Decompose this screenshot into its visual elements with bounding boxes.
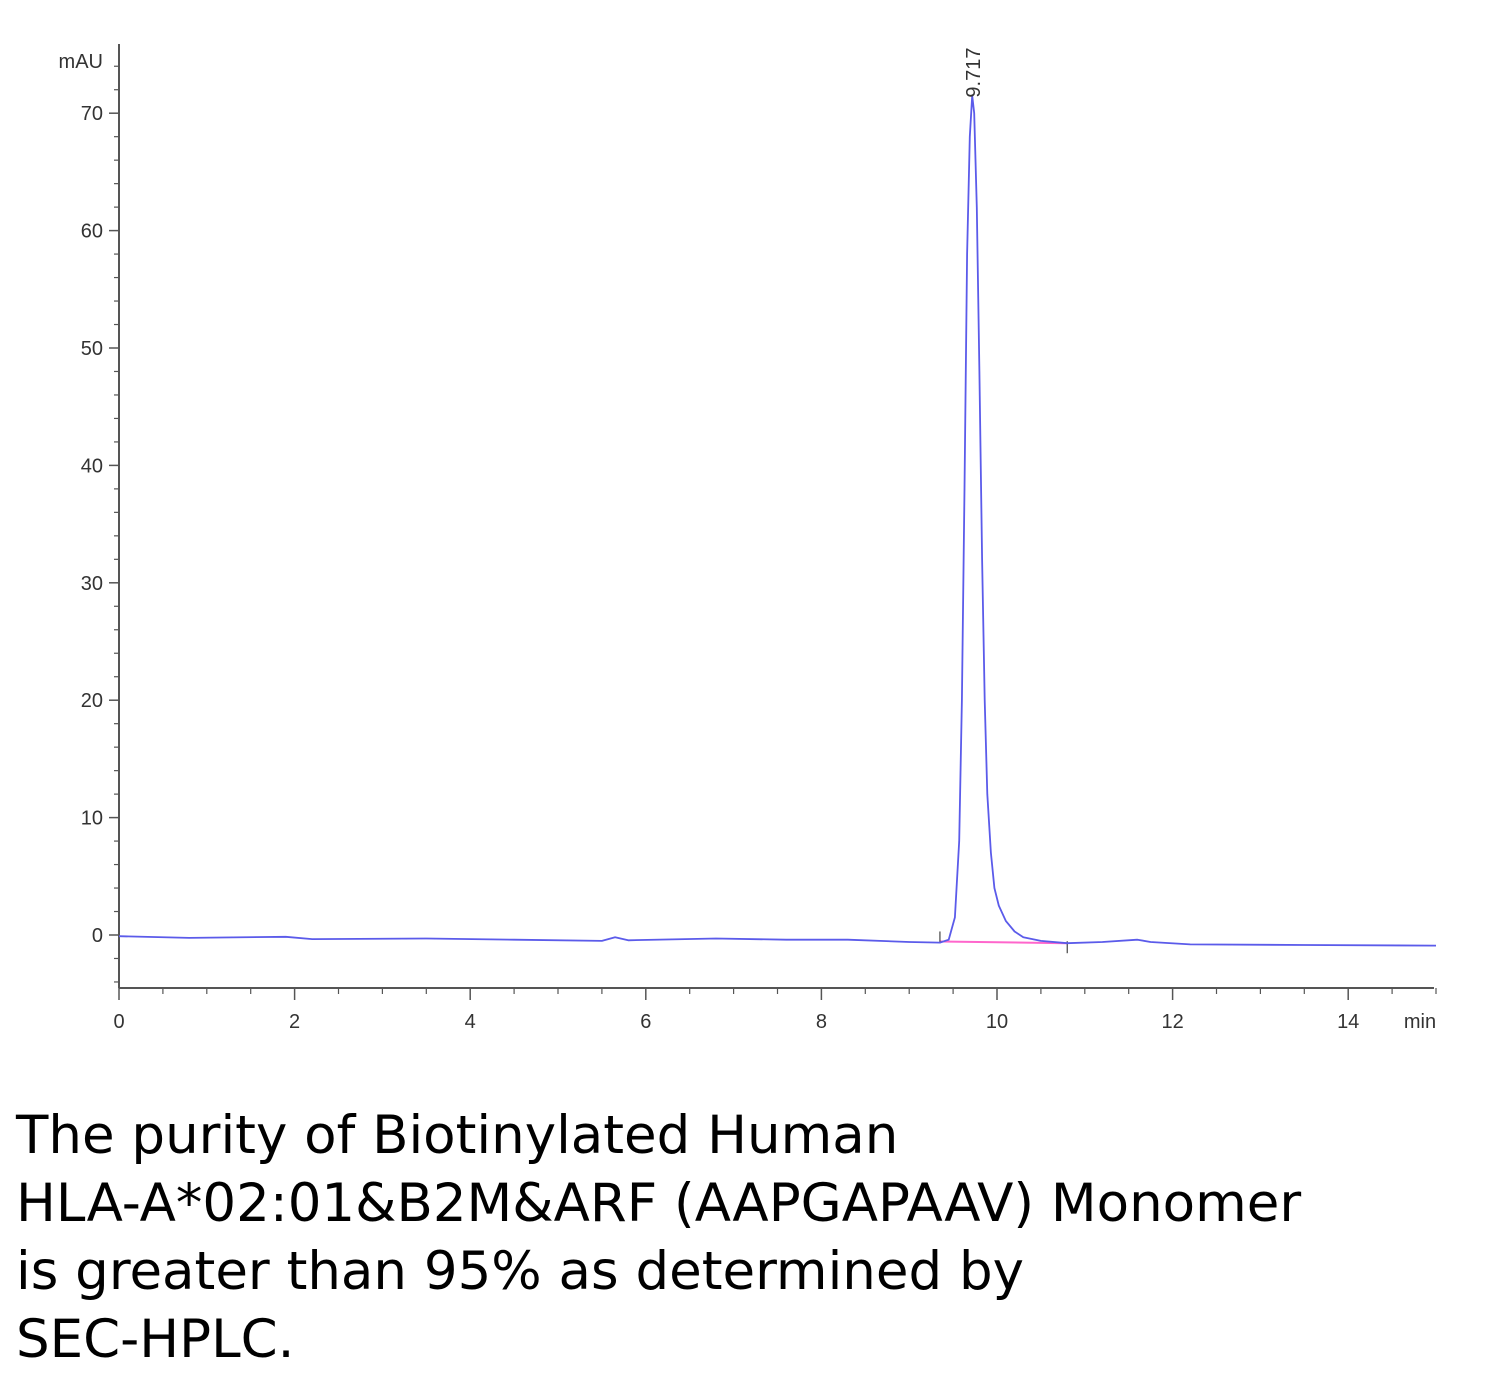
x-axis-label: min bbox=[1404, 1011, 1436, 1033]
x-tick-label: 8 bbox=[816, 1011, 827, 1033]
y-tick-label: 50 bbox=[81, 338, 103, 360]
x-tick-label: 4 bbox=[465, 1011, 476, 1033]
y-tick-label: 20 bbox=[81, 690, 103, 712]
peak-label: 9.717 bbox=[963, 48, 985, 98]
x-tick-label: 6 bbox=[640, 1011, 651, 1033]
caption-line-1: The purity of Biotinylated Human bbox=[16, 1105, 899, 1166]
series-line-1 bbox=[118, 94, 1437, 947]
y-tick-label: 40 bbox=[81, 455, 103, 477]
integration-baseline bbox=[939, 940, 1068, 945]
figure-caption: The purity of Biotinylated Human HLA-A*0… bbox=[16, 1102, 1486, 1374]
y-tick-label: 10 bbox=[81, 808, 103, 830]
chromatogram-chart: 0 10 20 30 40 50 60 70 mAU 0 2 4 6 8 10 12 14 min 9.717 bbox=[59, 44, 1437, 1033]
annotation-group: 9.717 bbox=[963, 48, 985, 98]
caption-line-2: HLA-A*02:01&B2M&ARF (AAPGAPAAV) Monomer bbox=[16, 1173, 1302, 1234]
y-axis-label: mAU bbox=[59, 51, 103, 73]
y-tick-label: 0 bbox=[92, 925, 103, 947]
x-tick-label: 14 bbox=[1337, 1011, 1359, 1033]
caption-line-3: is greater than 95% as determined by bbox=[16, 1241, 1024, 1302]
y-tick-label: 70 bbox=[81, 103, 103, 125]
y-tick-label: 60 bbox=[81, 221, 103, 243]
x-tick-label: 10 bbox=[986, 1011, 1008, 1033]
x-tick-label: 0 bbox=[113, 1011, 124, 1033]
series-group bbox=[118, 94, 1437, 954]
caption-line-4: SEC-HPLC. bbox=[16, 1309, 295, 1370]
y-tick-label: 30 bbox=[81, 573, 103, 595]
x-tick-label: 12 bbox=[1161, 1011, 1183, 1033]
y-axis: 0 10 20 30 40 50 60 70 mAU bbox=[59, 44, 120, 988]
x-tick-label: 2 bbox=[289, 1011, 300, 1033]
x-axis: 0 2 4 6 8 10 12 14 min bbox=[113, 987, 1437, 1033]
